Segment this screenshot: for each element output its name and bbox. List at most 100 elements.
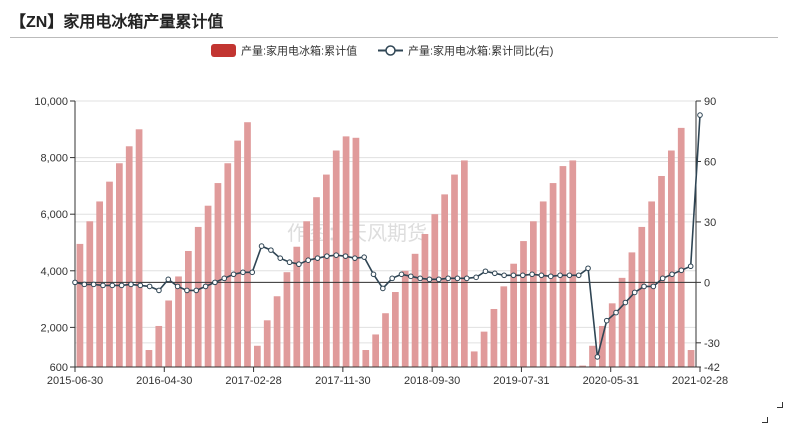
line-point	[193, 287, 200, 294]
line-point	[547, 273, 554, 280]
bar	[332, 150, 340, 367]
line-point	[501, 272, 507, 279]
line-point	[156, 287, 162, 294]
bar	[224, 163, 232, 367]
x-tick-label: 2017-02-28	[225, 375, 281, 387]
line-point	[687, 263, 694, 270]
left-tick-label: 4,000	[40, 266, 68, 278]
line-point	[352, 255, 358, 261]
x-tick-label: 2016-04-30	[136, 375, 192, 387]
title-divider	[10, 37, 778, 38]
bar	[618, 277, 626, 367]
line-point	[249, 269, 256, 276]
bar	[510, 263, 517, 367]
legend-line-marker	[385, 45, 396, 56]
right-tick-label: 90	[704, 96, 716, 108]
bar	[638, 226, 646, 367]
line-point	[389, 275, 395, 282]
bar	[362, 350, 370, 367]
bar	[244, 122, 251, 367]
line-point	[128, 281, 134, 288]
line-point	[575, 272, 582, 279]
bar	[263, 320, 271, 367]
bar	[687, 350, 695, 367]
line-point	[622, 299, 629, 306]
bar	[352, 137, 360, 367]
line-point	[277, 255, 284, 261]
bar	[608, 303, 616, 367]
line-series	[72, 112, 703, 360]
left-tick-label: 8,000	[40, 153, 68, 165]
bar	[628, 252, 636, 367]
line-point	[221, 275, 228, 282]
line-point	[594, 354, 601, 360]
line-point	[165, 276, 172, 283]
bar	[254, 345, 261, 367]
bar	[539, 201, 547, 367]
bar	[411, 253, 419, 367]
bar	[579, 365, 586, 367]
bar	[658, 175, 665, 367]
bar	[421, 234, 429, 367]
line-point	[398, 271, 405, 278]
line-point	[240, 269, 246, 276]
bar	[165, 300, 172, 367]
bar	[559, 166, 567, 367]
left-tick-label: 10,000	[34, 96, 68, 108]
line-point	[342, 253, 349, 259]
bar	[500, 286, 508, 367]
line-point	[417, 275, 423, 282]
bar	[96, 201, 103, 367]
bar	[135, 129, 143, 367]
x-tick-label: 2020-05-31	[583, 375, 639, 387]
bar	[145, 350, 153, 367]
bar	[392, 292, 399, 367]
line-point	[81, 281, 88, 288]
corner-mark-bottom	[762, 417, 768, 423]
bar	[599, 325, 606, 367]
bar	[155, 325, 163, 367]
right-tick-label: 30	[704, 217, 716, 229]
line-point	[212, 279, 218, 286]
bar	[470, 351, 478, 367]
bar	[323, 174, 330, 367]
line-point	[286, 259, 293, 266]
bar	[303, 221, 310, 367]
line-point	[72, 279, 78, 286]
bar	[273, 296, 281, 367]
line-point	[603, 317, 610, 324]
bar	[382, 313, 389, 367]
left-tick-label: 2,000	[40, 322, 68, 334]
line-point	[118, 282, 125, 289]
bar	[490, 308, 498, 367]
bar	[116, 163, 123, 367]
bar	[234, 140, 241, 367]
line-point	[538, 272, 545, 279]
bar	[461, 160, 468, 367]
line-point	[258, 243, 265, 249]
line-point	[529, 271, 535, 278]
line-point	[669, 271, 675, 278]
bar	[441, 194, 448, 367]
line-point	[100, 282, 106, 289]
left-tick-label: 600	[50, 362, 68, 374]
line-point	[436, 276, 442, 283]
bar	[194, 226, 202, 367]
legend[interactable]: 产量:家用电冰箱:累计值 产量:家用电冰箱:累计同比(右)	[211, 44, 553, 58]
line-point	[473, 274, 479, 281]
line-point	[491, 270, 498, 277]
x-tick-label: 2015-06-30	[47, 375, 103, 387]
legend-bar-swatch	[211, 44, 236, 57]
line-point	[305, 257, 312, 263]
bar	[589, 345, 596, 367]
bar	[214, 183, 222, 367]
line-point	[566, 272, 573, 279]
bar	[175, 276, 182, 367]
bar	[451, 174, 458, 367]
bar	[76, 243, 84, 367]
x-tick-label: 2018-09-30	[404, 375, 460, 387]
line-point	[146, 283, 153, 290]
line-point	[137, 282, 144, 289]
line-point	[697, 112, 703, 118]
